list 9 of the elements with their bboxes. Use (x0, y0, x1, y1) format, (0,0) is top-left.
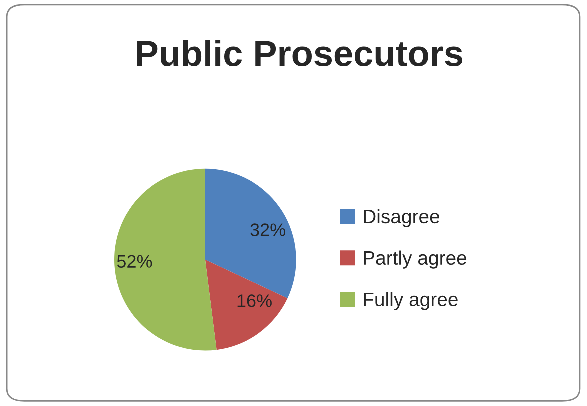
data-label: 52% (117, 255, 152, 268)
data-label: 32% (250, 224, 286, 236)
legend-label: Fully agree (364, 292, 458, 310)
pie-slice (114, 168, 217, 351)
legend-label: Disagree (364, 209, 440, 228)
legend-label: Partly agree (364, 250, 467, 269)
chart-title: Public Prosecutors (137, 40, 462, 67)
pie-slice (205, 260, 288, 350)
data-label: 16% (238, 294, 272, 308)
